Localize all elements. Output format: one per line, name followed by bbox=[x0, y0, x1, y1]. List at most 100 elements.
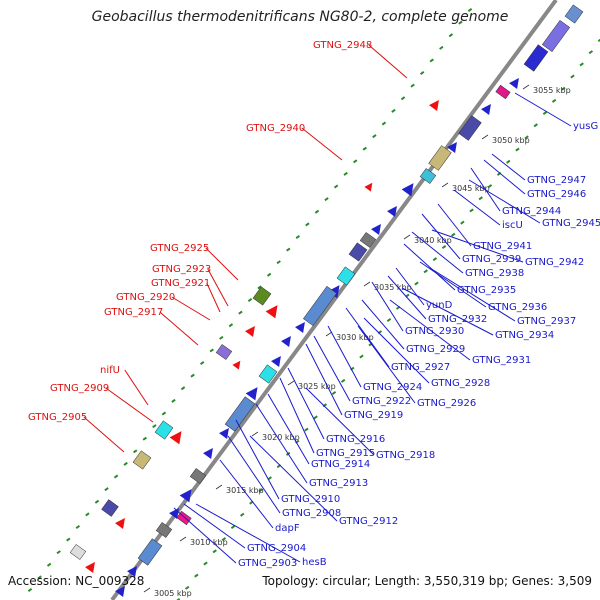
forward-gene-label[interactable]: GTNG_2917 bbox=[104, 307, 163, 318]
gene-box[interactable] bbox=[176, 510, 192, 526]
gene-arrow[interactable] bbox=[429, 97, 443, 111]
gene-box[interactable] bbox=[359, 232, 377, 248]
gene-box[interactable] bbox=[154, 420, 174, 440]
gene-arrow[interactable] bbox=[169, 428, 187, 445]
gene-box[interactable] bbox=[428, 145, 452, 171]
reverse-gene-label[interactable]: GTNG_2929 bbox=[406, 344, 465, 355]
forward-gene-label[interactable]: GTNG_2920 bbox=[116, 292, 175, 303]
reverse-gene-label[interactable]: GTNG_2939 bbox=[462, 254, 521, 265]
gc-dot-outer bbox=[199, 361, 205, 366]
gene-box[interactable] bbox=[541, 19, 571, 53]
gene-box[interactable] bbox=[495, 84, 511, 100]
gene-arrow[interactable] bbox=[232, 358, 243, 370]
gc-dot-outer bbox=[85, 512, 90, 517]
gene-box[interactable] bbox=[258, 364, 278, 384]
reverse-gene-label[interactable]: GTNG_2947 bbox=[527, 175, 586, 186]
gene-box[interactable] bbox=[132, 450, 152, 470]
reverse-gene-label[interactable]: GTNG_2942 bbox=[525, 257, 584, 268]
gene-arrow[interactable] bbox=[115, 583, 129, 597]
gene-box[interactable] bbox=[137, 538, 163, 566]
reverse-gene-label[interactable]: GTNG_2938 bbox=[465, 268, 524, 279]
gene-arrow[interactable] bbox=[271, 353, 285, 367]
gene-box[interactable] bbox=[419, 168, 437, 184]
forward-gene-label[interactable]: GTNG_2940 bbox=[246, 123, 305, 134]
reverse-gene-label[interactable]: GTNG_2908 bbox=[282, 508, 341, 519]
forward-gene-label[interactable]: GTNG_2905 bbox=[28, 412, 87, 423]
gene-arrow[interactable] bbox=[245, 323, 259, 337]
gene-arrow[interactable] bbox=[127, 563, 141, 577]
gene-arrow[interactable] bbox=[509, 75, 523, 89]
reverse-gene-label[interactable]: GTNG_2912 bbox=[339, 516, 398, 527]
forward-gene-label[interactable]: GTNG_2921 bbox=[151, 278, 210, 289]
gene-box[interactable] bbox=[564, 4, 584, 24]
gene-box[interactable] bbox=[101, 499, 119, 517]
reverse-gene-callout bbox=[279, 377, 315, 454]
reverse-gene-label[interactable]: GTNG_2936 bbox=[488, 302, 547, 313]
forward-gene-label[interactable]: GTNG_2909 bbox=[50, 383, 109, 394]
reverse-gene-label[interactable]: GTNG_2930 bbox=[405, 326, 464, 337]
forward-gene-label[interactable]: nifU bbox=[100, 365, 120, 376]
gene-box[interactable] bbox=[303, 285, 337, 327]
gene-arrow[interactable] bbox=[447, 139, 461, 153]
reverse-gene-label[interactable]: GTNG_2910 bbox=[281, 494, 340, 505]
gene-arrow[interactable] bbox=[203, 445, 217, 459]
reverse-gene-label[interactable]: GTNG_2916 bbox=[326, 434, 385, 445]
gene-box[interactable] bbox=[215, 344, 233, 360]
reverse-gene-label[interactable]: GTNG_2944 bbox=[502, 206, 561, 217]
forward-gene-callout bbox=[301, 127, 343, 161]
reverse-gene-label[interactable]: GTNG_2928 bbox=[431, 378, 490, 389]
reverse-gene-label[interactable]: GTNG_2919 bbox=[344, 410, 403, 421]
reverse-gene-label[interactable]: GTNG_2927 bbox=[391, 362, 450, 373]
gene-box[interactable] bbox=[69, 544, 87, 560]
gene-box[interactable] bbox=[458, 115, 482, 141]
reverse-gene-label[interactable]: dapF bbox=[275, 523, 300, 534]
gene-box[interactable] bbox=[336, 266, 356, 286]
reverse-gene-label[interactable]: GTNG_2926 bbox=[417, 398, 476, 409]
reverse-gene-label[interactable]: GTNG_2934 bbox=[495, 330, 554, 341]
gene-box[interactable] bbox=[523, 44, 549, 72]
gene-box[interactable] bbox=[155, 522, 173, 538]
reverse-gene-label[interactable]: GTNG_2935 bbox=[457, 285, 516, 296]
gene-arrow[interactable] bbox=[281, 333, 295, 347]
reverse-gene-label[interactable]: GTNG_2914 bbox=[311, 459, 370, 470]
reverse-gene-label[interactable]: yunD bbox=[426, 300, 453, 311]
gene-arrow[interactable] bbox=[295, 319, 309, 333]
gene-arrow[interactable] bbox=[481, 101, 495, 115]
gene-arrow[interactable] bbox=[265, 302, 283, 319]
reverse-gene-callout bbox=[395, 267, 425, 306]
gc-dot-outer bbox=[37, 575, 42, 580]
gene-labels: GTNG_2948 GTNG_2940 GTNG_2925 GTNG_2923 GTNG… bbox=[28, 40, 600, 569]
reverse-gene-label[interactable]: GTNG_2913 bbox=[309, 478, 368, 489]
gene-arrow[interactable] bbox=[85, 559, 99, 573]
gene-arrow[interactable] bbox=[364, 180, 375, 192]
reverse-gene-label[interactable]: GTNG_2937 bbox=[517, 316, 576, 327]
gene-arrow[interactable] bbox=[371, 221, 385, 235]
reverse-gene-label[interactable]: GTNG_2903 bbox=[238, 558, 297, 569]
gene-box[interactable] bbox=[224, 396, 256, 432]
reverse-gene-label[interactable]: yusG bbox=[573, 121, 598, 132]
reverse-gene-label[interactable]: GTNG_2945 bbox=[542, 218, 600, 229]
reverse-gene-label[interactable]: GTNG_2941 bbox=[473, 241, 532, 252]
gene-arrow[interactable] bbox=[219, 425, 233, 439]
forward-gene-label[interactable]: GTNG_2948 bbox=[313, 40, 372, 51]
gene-arrow[interactable] bbox=[115, 515, 129, 529]
reverse-gene-label[interactable]: GTNG_2946 bbox=[527, 189, 586, 200]
reverse-gene-label[interactable]: GTNG_2932 bbox=[428, 314, 487, 325]
gene-box[interactable] bbox=[189, 468, 207, 484]
forward-gene-label[interactable]: GTNG_2925 bbox=[150, 243, 209, 254]
gene-box[interactable] bbox=[252, 286, 272, 306]
gene-box[interactable] bbox=[348, 242, 368, 262]
reverse-gene-label[interactable]: GTNG_2931 bbox=[472, 355, 531, 366]
reverse-gene-label[interactable]: GTNG_2915 bbox=[316, 448, 375, 459]
gene-arrow[interactable] bbox=[179, 486, 197, 503]
gene-arrow[interactable] bbox=[245, 384, 263, 401]
reverse-gene-label[interactable]: iscU bbox=[502, 220, 523, 231]
reverse-gene-label[interactable]: GTNG_2922 bbox=[352, 396, 411, 407]
gene-arrow[interactable] bbox=[387, 203, 401, 217]
reverse-gene-label[interactable]: GTNG_2924 bbox=[363, 382, 422, 393]
reverse-gene-label[interactable]: GTNG_2918 bbox=[376, 450, 435, 461]
reverse-gene-label[interactable]: hesB bbox=[302, 557, 327, 568]
reverse-gene-callout bbox=[195, 503, 301, 563]
gene-arrow[interactable] bbox=[401, 180, 419, 197]
forward-gene-label[interactable]: GTNG_2923 bbox=[152, 264, 211, 275]
